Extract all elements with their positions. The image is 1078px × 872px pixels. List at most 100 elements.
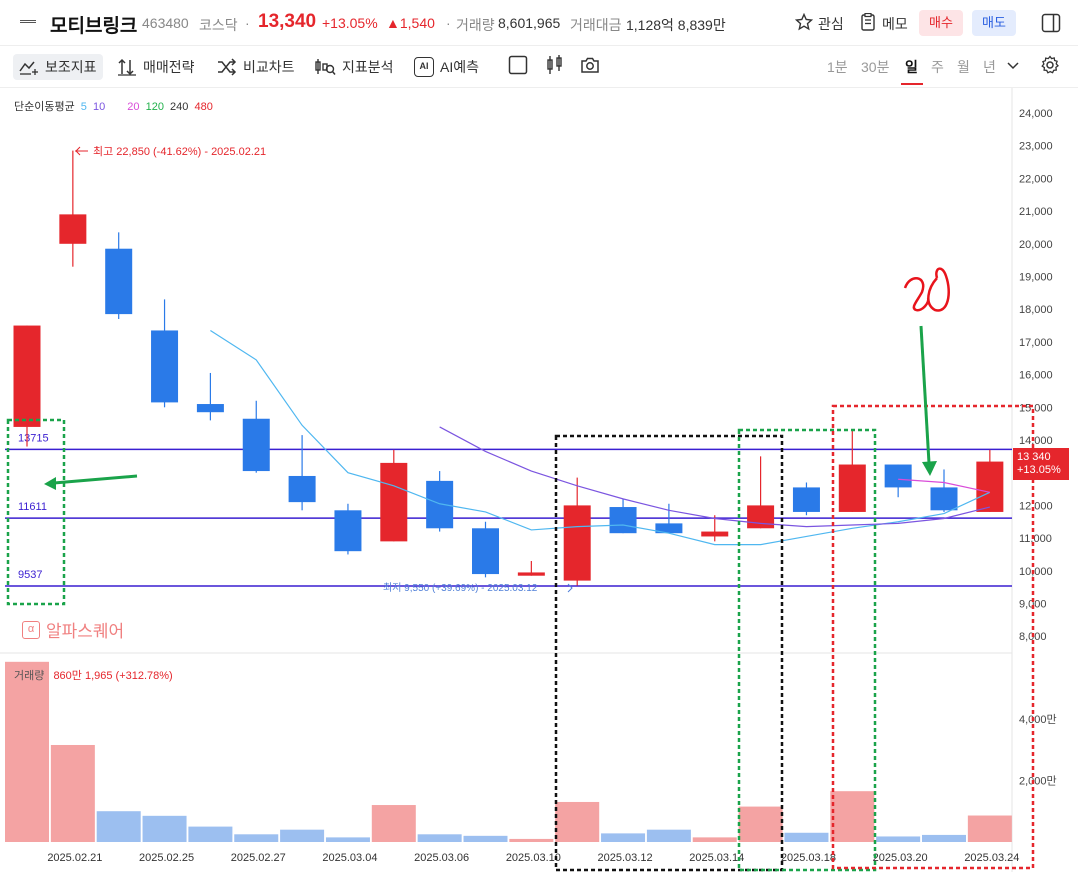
volume-bar-down xyxy=(188,826,233,842)
strategy-button[interactable]: 매매전략 xyxy=(117,54,195,80)
brand-watermark: α 알파스퀘어 xyxy=(22,617,124,642)
volume-bar-down xyxy=(646,829,691,842)
separator-dot: · xyxy=(446,15,451,31)
ma-period-240: 240 xyxy=(170,101,189,113)
stock-name[interactable]: 모티브링크 xyxy=(50,16,138,37)
candles xyxy=(13,150,1004,586)
camera-icon[interactable] xyxy=(580,56,600,74)
y-tick-label: 15,000 xyxy=(1019,402,1053,414)
watch-button[interactable]: 관심 xyxy=(818,16,844,32)
analysis-button[interactable]: 지표분석 xyxy=(314,54,394,80)
ai-predict-button[interactable]: AI AI예측 xyxy=(414,54,479,80)
volume-bar-up xyxy=(830,791,875,842)
panel-toggle-icon[interactable] xyxy=(1041,13,1061,33)
timeframe-year[interactable]: 년 xyxy=(983,59,996,75)
x-tick-label: 2025.03.10 xyxy=(506,852,561,864)
checkbox-icon[interactable] xyxy=(508,55,528,75)
compare-button[interactable]: 비교차트 xyxy=(217,54,295,80)
y-tick-label: 10,000 xyxy=(1019,566,1053,578)
compare-label: 비교차트 xyxy=(243,59,295,75)
y-tick-label: 16,000 xyxy=(1019,370,1053,382)
timeframe-30min[interactable]: 30분 xyxy=(861,59,890,75)
timeframe-week[interactable]: 주 xyxy=(931,59,944,75)
timeframe-day[interactable]: 일 xyxy=(905,59,918,75)
ma-period-120: 120 xyxy=(145,101,164,113)
y-tick-label: 8,000 xyxy=(1019,631,1047,643)
ma-period-20: 20 xyxy=(127,101,140,113)
timeframe-month[interactable]: 월 xyxy=(957,59,970,75)
candlestick-icon[interactable] xyxy=(545,54,565,76)
ma10-line xyxy=(439,426,990,528)
handwritten-zero xyxy=(927,267,950,312)
chevron-down-icon[interactable] xyxy=(1007,62,1019,70)
low-arrow-head xyxy=(567,583,573,593)
chart-toolbar: 보조지표 매매전략 비교차트 지표분석 AI AI예측 xyxy=(0,46,1078,88)
level-label: 13715 xyxy=(18,432,49,444)
price-tag-pct: +13.05% xyxy=(1017,464,1061,476)
black-dashed-box xyxy=(554,434,784,872)
x-tick-label: 2025.02.27 xyxy=(231,852,286,864)
volume-bar-down xyxy=(325,837,370,842)
ma-period-10: 10 xyxy=(92,101,106,113)
volume-bar-down xyxy=(922,834,966,842)
candle-down xyxy=(930,487,958,511)
green-arrow-left-head xyxy=(44,477,56,490)
separator-dot: · xyxy=(245,15,250,31)
volume-bar-down xyxy=(417,834,462,842)
x-tick-label: 2025.03.06 xyxy=(414,852,469,864)
candle-up xyxy=(563,505,591,581)
ma5-line xyxy=(210,329,991,546)
timeframe-1min[interactable]: 1분 xyxy=(827,59,848,75)
candle-down xyxy=(105,248,133,315)
volume-bar-down xyxy=(142,815,187,842)
ai-predict-label: AI예측 xyxy=(440,59,479,75)
y-tick-label: 20,000 xyxy=(1019,239,1053,251)
volume-tick-label: 4,000만 xyxy=(1019,713,1057,726)
candle-up xyxy=(838,464,866,512)
handwritten-two xyxy=(903,277,930,312)
volume-label: 거래량 xyxy=(456,17,495,33)
green-arrow-left xyxy=(53,474,138,485)
x-tick-label: 2025.03.20 xyxy=(873,852,928,864)
volume-bar-down xyxy=(601,833,646,842)
y-tick-label: 11,000 xyxy=(1019,533,1052,545)
stock-code: 463480 xyxy=(142,15,189,31)
volume-bar-up xyxy=(5,661,49,842)
sell-button[interactable]: 매도 xyxy=(972,10,1016,36)
ma-legend[interactable]: 단순이동평균 5 10 20 120 240 480 xyxy=(14,98,216,114)
candle-down xyxy=(792,487,820,512)
ma-period-480: 480 xyxy=(194,101,213,113)
level-label: 11611 xyxy=(18,501,47,513)
volume-bar-down xyxy=(234,834,279,842)
memo-button[interactable]: 메모 xyxy=(882,16,908,32)
volume-bar-up xyxy=(509,838,554,842)
volume-legend-value: 860만 1,965 (+312.78%) xyxy=(53,670,173,682)
volume-bar-down xyxy=(96,811,141,842)
candle-up xyxy=(380,462,408,542)
candle-down xyxy=(196,404,224,413)
volume-bar-down xyxy=(280,829,325,842)
buy-button[interactable]: 매수 xyxy=(919,10,963,36)
x-tick-label: 2025.03.12 xyxy=(598,852,653,864)
memo-icon[interactable] xyxy=(860,13,876,31)
ma-legend-label: 단순이동평균 xyxy=(14,101,75,113)
y-tick-label: 24,000 xyxy=(1019,108,1053,120)
strategy-label: 매매전략 xyxy=(143,59,195,75)
amount-label: 거래대금 xyxy=(570,17,622,33)
shuffle-icon xyxy=(218,58,237,76)
candle-up xyxy=(13,325,41,427)
gear-icon[interactable] xyxy=(1040,55,1060,75)
volume-bar-down xyxy=(876,836,921,842)
amount-value: 1,128억 8,839만 xyxy=(626,17,726,33)
volume-value: 8,601,965 xyxy=(498,15,561,31)
star-icon[interactable] xyxy=(795,13,813,31)
green-dashed-box-right xyxy=(737,428,877,872)
low-annotation: 최저 9,550 (+39.69%) - 2025.03.12 xyxy=(383,582,538,594)
candle-up xyxy=(701,531,729,537)
volume-tick-label: 2,000만 xyxy=(1019,774,1057,787)
indicators-button[interactable]: 보조지표 xyxy=(13,54,103,80)
menu-icon[interactable] xyxy=(20,20,36,23)
chart-grid xyxy=(0,88,1013,872)
volume-bar-up xyxy=(555,801,600,842)
